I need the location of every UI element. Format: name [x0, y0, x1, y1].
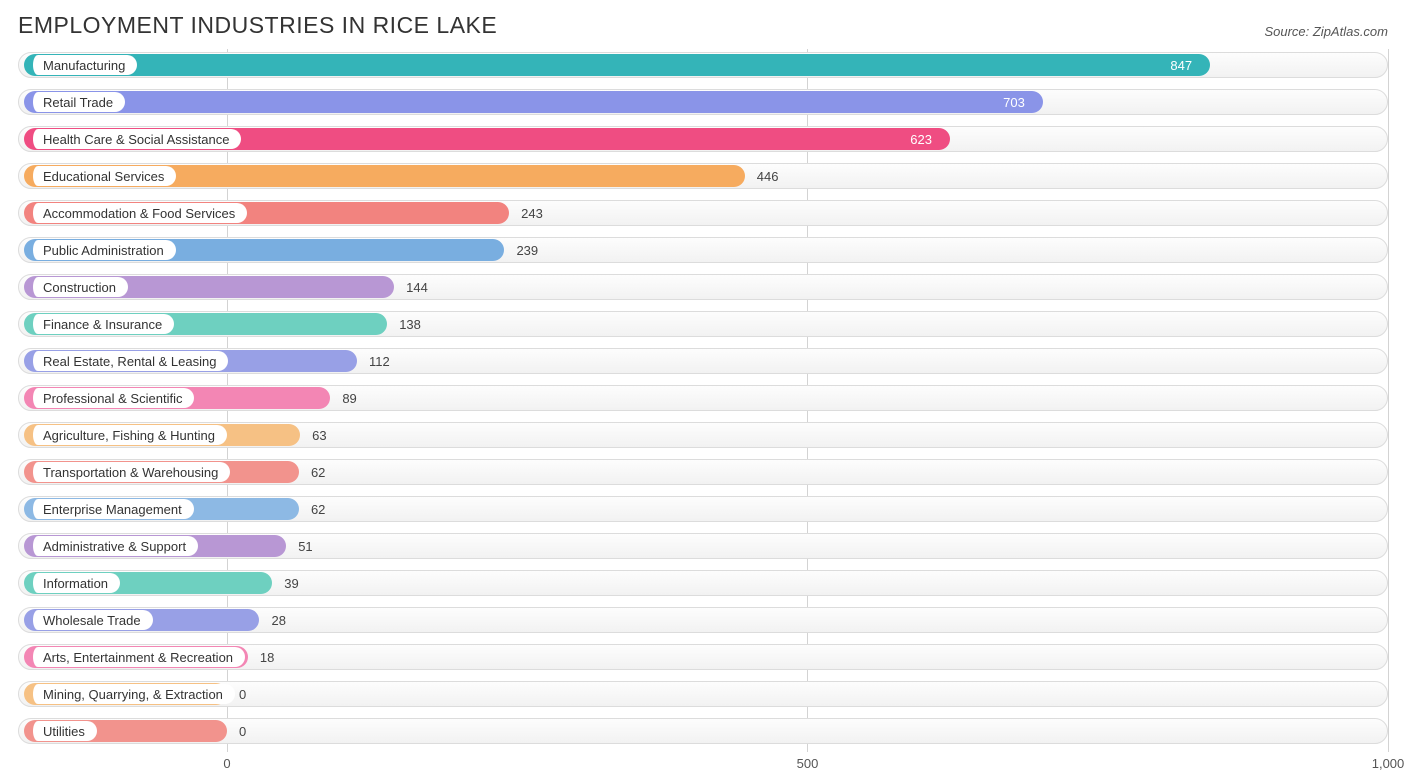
bar-category-pill: Construction — [28, 277, 128, 297]
bar-row: Health Care & Social Assistance 623 — [18, 123, 1388, 155]
bar-category-pill: Utilities — [28, 721, 97, 741]
bar-category-pill: Retail Trade — [28, 92, 125, 112]
chart-source: Source: ZipAtlas.com — [1264, 24, 1388, 39]
bar-value-label: 89 — [342, 382, 356, 414]
bar-category-pill: Mining, Quarrying, & Extraction — [28, 684, 235, 704]
bar-row: Professional & Scientific 89 — [18, 382, 1388, 414]
bar-value-label: 62 — [311, 456, 325, 488]
bar-category-pill: Manufacturing — [28, 55, 137, 75]
bar-value-label: 239 — [516, 234, 538, 266]
x-axis-tick-label: 500 — [797, 756, 819, 771]
bar-value-label: 144 — [406, 271, 428, 303]
chart-area: Manufacturing 847 Retail Trade 703 Health Ca… — [18, 49, 1388, 776]
bar-row: Enterprise Management 62 — [18, 493, 1388, 525]
bar-row: Arts, Entertainment & Recreation 18 — [18, 641, 1388, 673]
bar — [24, 91, 1043, 113]
bar-category-pill: Public Administration — [28, 240, 176, 260]
bar-row: Public Administration 239 — [18, 234, 1388, 266]
bar-value-label: 446 — [757, 160, 779, 192]
bar-row: Wholesale Trade 28 — [18, 604, 1388, 636]
x-axis-tick-label: 0 — [223, 756, 230, 771]
bar-value-label: 0 — [239, 678, 246, 710]
bar-value-label: 63 — [312, 419, 326, 451]
bar-category-pill: Agriculture, Fishing & Hunting — [28, 425, 227, 445]
x-axis-tick-label: 1,000 — [1372, 756, 1405, 771]
bar-category-pill: Real Estate, Rental & Leasing — [28, 351, 228, 371]
x-axis: 05001,000 — [18, 754, 1388, 776]
bar-value-label: 28 — [271, 604, 285, 636]
bar-category-pill: Enterprise Management — [28, 499, 194, 519]
bar-category-pill: Educational Services — [28, 166, 176, 186]
bar-value-label: 138 — [399, 308, 421, 340]
bar-category-pill: Health Care & Social Assistance — [28, 129, 241, 149]
bar-row: Information 39 — [18, 567, 1388, 599]
bar-value-label: 0 — [239, 715, 246, 747]
bar-row: Retail Trade 703 — [18, 86, 1388, 118]
chart-title: EMPLOYMENT INDUSTRIES IN RICE LAKE — [18, 12, 497, 39]
bar-category-pill: Professional & Scientific — [28, 388, 194, 408]
bar — [24, 54, 1210, 76]
bar-category-pill: Administrative & Support — [28, 536, 198, 556]
bar-value-label: 18 — [260, 641, 274, 673]
gridline — [1388, 49, 1389, 752]
bar-row: Mining, Quarrying, & Extraction0 — [18, 678, 1388, 710]
source-prefix: Source: — [1264, 24, 1312, 39]
bar-category-pill: Transportation & Warehousing — [28, 462, 230, 482]
bar-value-label: 51 — [298, 530, 312, 562]
bar-value-label: 847 — [1170, 49, 1192, 81]
bar-row: Finance & Insurance 138 — [18, 308, 1388, 340]
bar-row: Accommodation & Food Services 243 — [18, 197, 1388, 229]
source-name: ZipAtlas.com — [1313, 24, 1388, 39]
bar-category-pill: Finance & Insurance — [28, 314, 174, 334]
bar-category-pill: Wholesale Trade — [28, 610, 153, 630]
bar-row: Utilities 0 — [18, 715, 1388, 747]
bar-value-label: 112 — [369, 345, 390, 377]
bar-value-label: 39 — [284, 567, 298, 599]
bar-row: Construction 144 — [18, 271, 1388, 303]
bar-row: Administrative & Support 51 — [18, 530, 1388, 562]
bar-category-pill: Information — [28, 573, 120, 593]
bar-value-label: 703 — [1003, 86, 1025, 118]
bar-value-label: 62 — [311, 493, 325, 525]
bar-row: Manufacturing 847 — [18, 49, 1388, 81]
bar-row: Educational Services 446 — [18, 160, 1388, 192]
bar-value-label: 623 — [910, 123, 932, 155]
bar-category-pill: Accommodation & Food Services — [28, 203, 247, 223]
bar-rows: Manufacturing 847 Retail Trade 703 Health Ca… — [18, 49, 1388, 752]
bar-category-pill: Arts, Entertainment & Recreation — [28, 647, 245, 667]
bar-value-label: 243 — [521, 197, 543, 229]
bar-row: Real Estate, Rental & Leasing 112 — [18, 345, 1388, 377]
bar-row: Agriculture, Fishing & Hunting 63 — [18, 419, 1388, 451]
bar-row: Transportation & Warehousing 62 — [18, 456, 1388, 488]
